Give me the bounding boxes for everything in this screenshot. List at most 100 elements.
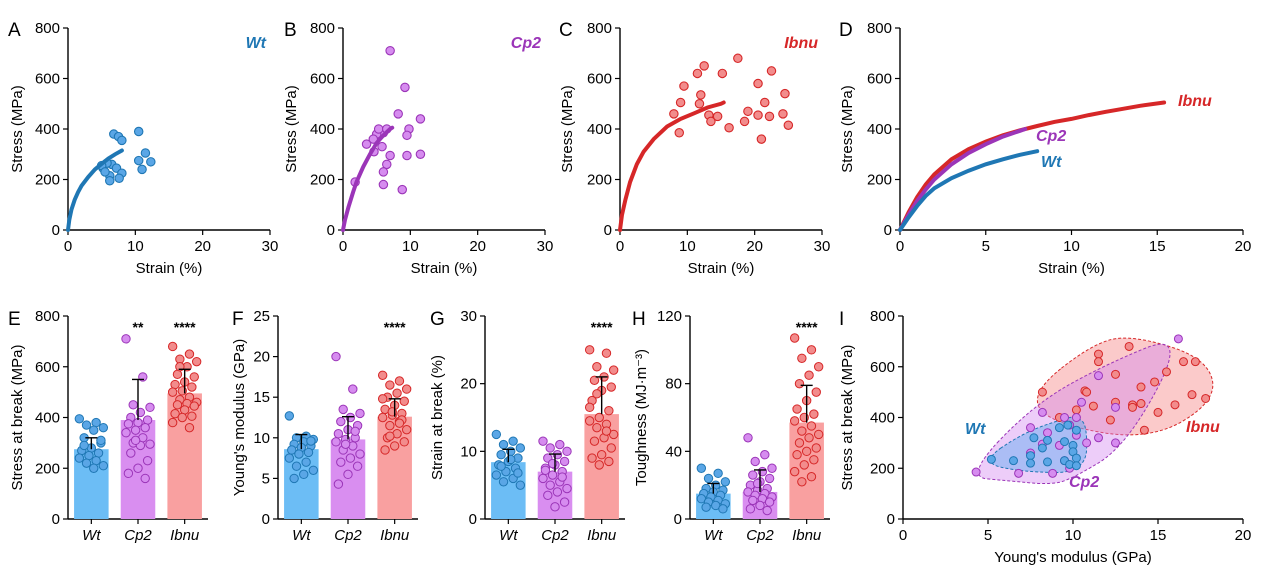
x-tick-label: 20 [469, 238, 486, 255]
data-point [762, 505, 772, 516]
y-tick-label: 200 [310, 172, 335, 189]
data-point [355, 408, 365, 419]
x-tick-label: 5 [984, 527, 992, 544]
data-point [764, 473, 775, 484]
data-point [811, 387, 821, 397]
y-tick-label: 400 [310, 121, 335, 138]
data-point [550, 502, 560, 512]
data-point [1094, 357, 1103, 367]
data-point [170, 379, 180, 390]
significance-label: **** [384, 319, 406, 335]
y-tick-label: 200 [587, 172, 612, 189]
data-point [491, 429, 502, 440]
data-point [1088, 401, 1098, 411]
data-point [378, 167, 389, 177]
panel-label: F [232, 309, 244, 330]
data-point [794, 378, 805, 389]
data-point [89, 425, 99, 435]
panel-e: E 0 200 400 600 800 Stress at break (MPa) Wt Cp2… [8, 308, 208, 544]
data-point [806, 345, 817, 355]
data-point [133, 155, 144, 166]
data-point [89, 463, 99, 473]
data-point [91, 417, 101, 428]
category-label: Wt [704, 527, 723, 544]
data-point [340, 439, 351, 449]
data-point [594, 460, 604, 470]
x-tick-label: 20 [746, 238, 763, 255]
data-point [1111, 438, 1120, 448]
data-point [552, 487, 563, 497]
data-point [170, 408, 180, 419]
x-tick-label: 20 [194, 238, 211, 255]
data-point [766, 66, 777, 76]
data-point [799, 460, 809, 470]
data-point [1082, 387, 1092, 397]
y-tick-label: 200 [35, 172, 60, 189]
data-point [385, 431, 395, 441]
data-point [594, 412, 604, 423]
data-point [496, 450, 506, 460]
data-point [289, 473, 299, 484]
curve-line [341, 125, 395, 232]
data-point [986, 454, 996, 464]
y-tick-label: 0 [262, 511, 270, 528]
data-point [764, 497, 775, 507]
curve-line [618, 100, 726, 232]
data-point [584, 416, 595, 426]
x-axis-label: Strain (%) [688, 260, 755, 277]
x-tick-label: 30 [537, 238, 554, 255]
y-tick-label: 400 [35, 121, 60, 138]
y-tick-label: 0 [604, 222, 612, 239]
data-point [352, 461, 363, 471]
panel-h: H 0 40 80 120 Toughness (MJ·m⁻³) Wt Cp2 Ibnu **** [632, 308, 830, 544]
significance-label: **** [174, 319, 196, 335]
data-point [596, 450, 607, 460]
data-point [1071, 453, 1081, 463]
data-point [377, 412, 388, 423]
data-point [713, 468, 723, 479]
x-tick-label: 10 [402, 238, 419, 255]
data-point [675, 97, 686, 108]
data-point [601, 426, 612, 436]
data-point [397, 184, 408, 195]
y-tick-label: 400 [35, 410, 60, 427]
series-label-cp2: Cp2 [1069, 474, 1099, 491]
panel-d: D 0 200 400 600 800 Stress (MPa) 0 5 10 15 20 Strain… [839, 20, 1251, 277]
data-point [508, 436, 518, 446]
data-point [104, 176, 115, 186]
data-point [604, 406, 614, 416]
data-point [355, 449, 365, 459]
data-point [308, 465, 319, 475]
data-point [301, 457, 311, 467]
data-point [515, 480, 526, 490]
x-axis-label: Young's modulus (GPa) [994, 549, 1151, 566]
data-point [177, 412, 187, 423]
data-point [377, 141, 387, 152]
data-point [378, 179, 389, 190]
x-tick-label: 0 [339, 238, 347, 255]
data-point [1153, 407, 1163, 417]
data-point [121, 428, 131, 438]
data-point [306, 436, 316, 446]
data-point [389, 441, 400, 451]
series-line-cp2 [898, 127, 1028, 232]
data-point [701, 502, 711, 512]
panel-label: C [559, 20, 573, 41]
data-point [1026, 451, 1035, 461]
data-point [167, 341, 178, 352]
data-point [1043, 435, 1052, 445]
data-point [797, 477, 807, 487]
y-tick-label: 20 [253, 349, 270, 366]
data-point [498, 439, 509, 450]
series-label-cp2: Cp2 [1036, 128, 1066, 145]
series-label-ibnu: Ibnu [1178, 93, 1212, 110]
y-tick-label: 800 [870, 308, 895, 325]
data-point [513, 468, 523, 478]
x-tick-label: 20 [1235, 527, 1252, 544]
data-point [179, 405, 190, 415]
data-point [1128, 402, 1137, 412]
data-point [674, 128, 685, 138]
data-point [294, 449, 304, 459]
x-tick-label: 10 [1065, 527, 1082, 544]
data-point [797, 353, 807, 363]
